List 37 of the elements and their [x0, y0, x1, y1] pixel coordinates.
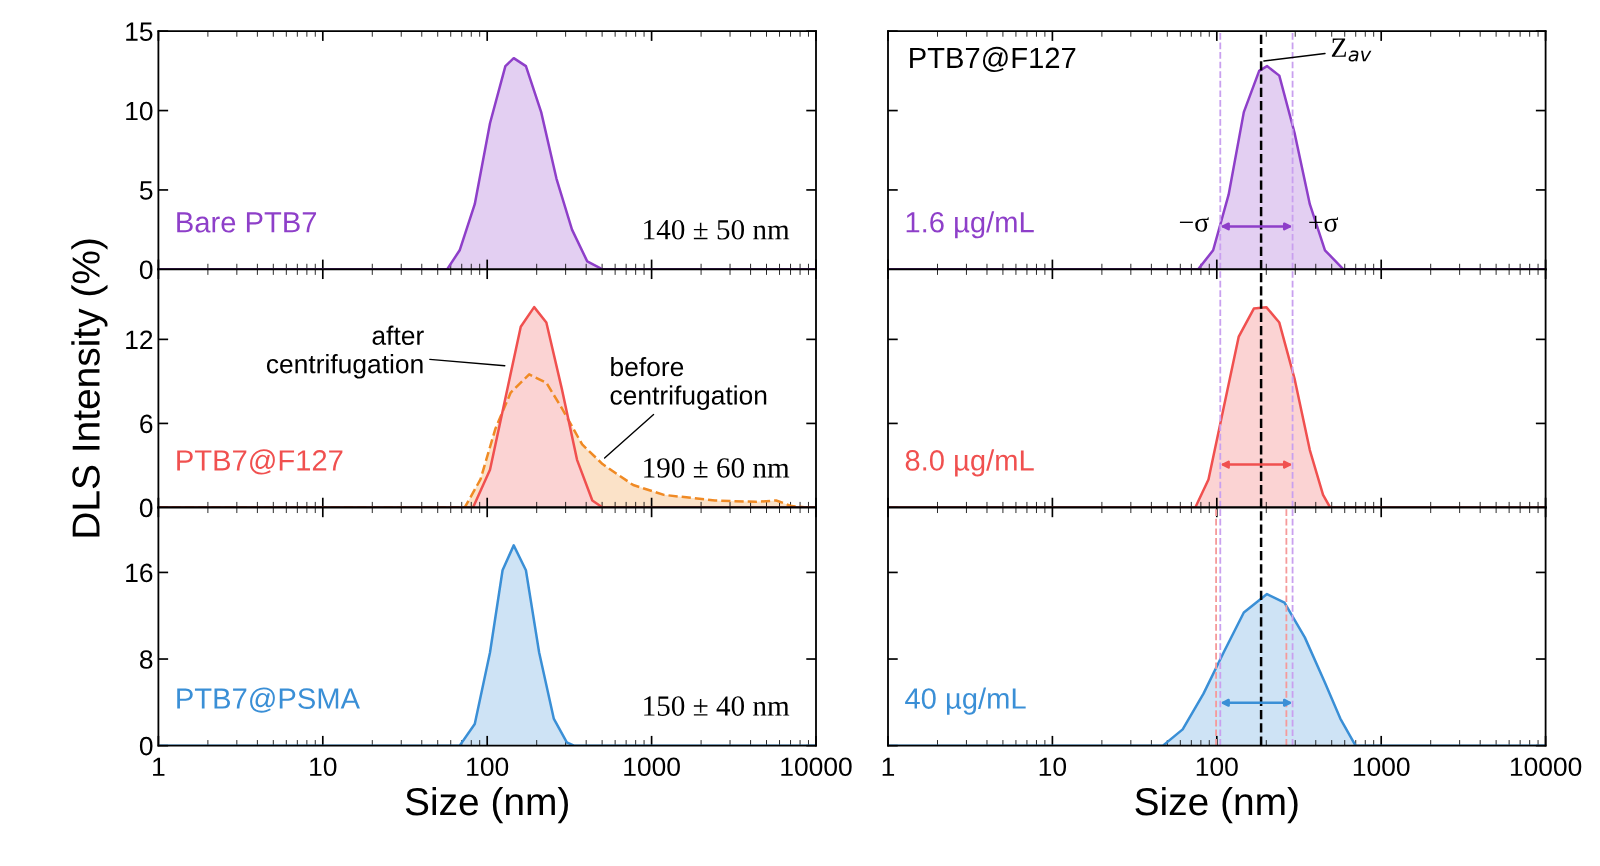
x-tick-label: 10 — [310, 757, 337, 777]
x-tick-label: 10000 — [781, 757, 852, 777]
annotation: 150 ± 40 nm — [644, 696, 790, 716]
annotation: Z$_{av}$ — [1331, 38, 1372, 62]
y-tick-label: 0 — [139, 498, 153, 518]
annotation: after centrifugation — [266, 325, 424, 379]
y-tick-label: 10 — [126, 101, 153, 121]
annotation: PTB7@F127 — [910, 46, 1076, 73]
x-tick-label: 1000 — [624, 757, 680, 777]
x-tick-label: 10000 — [1510, 757, 1582, 777]
annotation: 190 ± 60 nm — [644, 458, 790, 478]
series-label: 40 µg/mL — [905, 687, 1026, 715]
y-tick-label: 12 — [126, 330, 153, 349]
series-label: 8.0 µg/mL — [905, 449, 1034, 477]
x-tick-label: 1 — [153, 757, 165, 776]
annotation: 140 ± 50 nm — [644, 219, 790, 240]
annotation: before centrifugation — [610, 356, 767, 410]
series-label: Bare PTB7 — [177, 212, 317, 233]
series-label: PTB7@PSMA — [177, 687, 360, 713]
y-tick-label: 5 — [139, 181, 153, 200]
x-tick-label: 1000 — [1353, 757, 1410, 777]
x-axis-title: Size (nm) — [1135, 786, 1298, 824]
x-tick-label: 100 — [467, 757, 509, 777]
y-tick-label: 16 — [126, 563, 153, 583]
series-label: 1.6 µg/mL — [906, 211, 1034, 239]
y-tick-label: 8 — [140, 650, 153, 669]
series-label: PTB7@F127 — [177, 449, 343, 475]
annotation: −σ — [1179, 217, 1209, 232]
y-axis-title: DLS Intensity (%) — [71, 239, 108, 537]
y-tick-label: 6 — [140, 414, 153, 434]
y-tick-label: 0 — [139, 260, 153, 280]
x-tick-label: 1 — [882, 757, 895, 776]
x-tick-label: 10 — [1039, 757, 1067, 777]
y-tick-label: 15 — [126, 22, 153, 41]
y-tick-label: 0 — [139, 736, 153, 756]
x-tick-label: 100 — [1196, 757, 1238, 777]
x-axis-title: Size (nm) — [405, 786, 568, 824]
